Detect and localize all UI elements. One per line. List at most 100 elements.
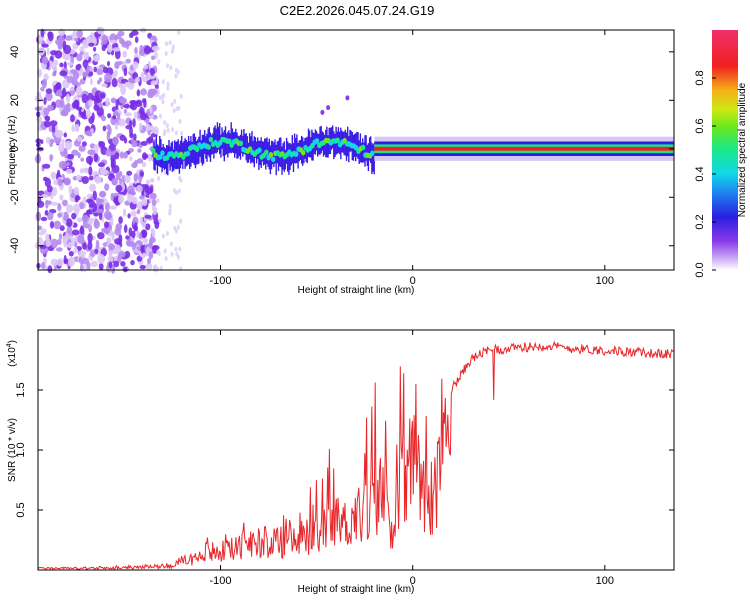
trace-band <box>285 137 288 164</box>
noise-blob <box>151 126 159 136</box>
noise-blob <box>97 162 106 168</box>
noise-blob <box>119 151 124 159</box>
noise-blob <box>73 81 81 87</box>
noise-blob <box>120 261 126 267</box>
faint-blob <box>165 41 168 47</box>
snr-y-axis-label: SNR (10 * v/v) <box>7 418 18 482</box>
noise-blob <box>86 65 90 75</box>
noise-blob <box>124 81 129 88</box>
trace-band <box>207 128 209 156</box>
noise-blob <box>142 204 148 210</box>
noise-blob <box>82 71 87 78</box>
noise-blob <box>110 97 117 104</box>
trace-band <box>362 138 364 163</box>
noise-blob <box>125 58 131 64</box>
noise-blob <box>71 212 77 220</box>
noise-blob <box>147 258 151 265</box>
noise-blob <box>67 256 76 267</box>
trace-band <box>269 145 272 175</box>
trace-band <box>200 140 202 163</box>
noise-blob <box>143 45 152 55</box>
trace-blob <box>227 138 232 145</box>
trace-band <box>257 137 259 160</box>
noise-blob <box>55 247 63 252</box>
noise-blob <box>123 224 128 234</box>
trace-band <box>204 130 206 154</box>
spectrogram-x-axis-label: Height of straight line (km) <box>298 285 415 296</box>
noise-blob <box>42 163 51 169</box>
noise-blob <box>111 78 118 88</box>
colorbar-tick-label: 0.2 <box>694 214 706 229</box>
noise-blob <box>79 168 85 174</box>
noise-blob <box>102 66 109 74</box>
noise-blob <box>140 88 148 96</box>
faint-blob <box>157 176 161 181</box>
noise-blob <box>95 239 100 250</box>
trace-band <box>216 122 219 153</box>
trace-band <box>297 143 299 169</box>
noise-blob <box>89 202 95 208</box>
noise-blob <box>114 152 120 160</box>
noise-blob <box>99 141 106 149</box>
noise-blob <box>93 143 99 154</box>
noise-blob <box>113 244 121 253</box>
noise-blob <box>53 84 58 94</box>
noise-blob <box>127 185 135 195</box>
trace-band <box>260 137 262 168</box>
noise-blob <box>53 59 59 67</box>
trace-band <box>195 141 198 165</box>
noise-blob <box>141 162 147 168</box>
noise-blob <box>138 232 143 240</box>
noise-blob <box>75 123 80 133</box>
noise-blob <box>147 136 154 143</box>
y-tick-label: 1.0 <box>15 442 27 457</box>
noise-blob <box>129 32 134 38</box>
noise-blob <box>97 253 106 264</box>
noise-blob <box>72 30 77 40</box>
noise-blob <box>109 205 117 210</box>
noise-blob <box>110 158 116 167</box>
trace-band <box>244 134 246 155</box>
noise-blob <box>146 118 150 126</box>
colorbar-label: Normalized spectral amplitude <box>737 82 748 217</box>
noise-blob <box>92 54 100 62</box>
noise-blob <box>50 258 59 266</box>
noise-blob <box>41 43 49 48</box>
noise-blob <box>126 43 129 50</box>
faint-blob <box>178 118 182 124</box>
noise-blob <box>105 149 112 157</box>
faint-blob <box>161 99 165 105</box>
noise-blob <box>76 53 83 62</box>
faint-blob <box>162 131 166 137</box>
noise-blob <box>69 86 76 91</box>
noise-blob <box>146 72 151 78</box>
noise-blob <box>120 104 124 110</box>
noise-blob <box>124 174 131 184</box>
colorbar-ticks: 0.0 0.2 0.4 0.6 0.8 <box>694 70 716 278</box>
noise-blob <box>74 241 78 248</box>
noise-blob <box>117 83 125 88</box>
trace-band <box>208 127 210 158</box>
spectrogram-heatmap <box>34 26 674 274</box>
noise-blob <box>131 141 138 148</box>
faint-blob <box>161 79 165 85</box>
noise-blob <box>77 234 85 244</box>
faint-blob <box>177 254 180 260</box>
faint-blob <box>166 81 170 87</box>
trace-band <box>238 136 240 157</box>
noise-blob <box>44 177 52 188</box>
noise-blob <box>93 104 100 111</box>
faint-blob <box>176 224 180 230</box>
noise-blob <box>73 71 80 80</box>
faint-blob <box>179 94 183 99</box>
noise-blob <box>81 141 87 147</box>
noise-blob <box>133 160 139 166</box>
trace-band <box>293 133 296 163</box>
colorbar-tick-label: 0.6 <box>694 118 706 133</box>
noise-blob <box>150 80 158 86</box>
noise-blob <box>51 124 56 133</box>
noise-blob <box>47 265 53 274</box>
colorbar-tick-label: 0.8 <box>694 70 706 85</box>
noise-blob <box>63 148 68 159</box>
noise-blob <box>66 168 73 174</box>
